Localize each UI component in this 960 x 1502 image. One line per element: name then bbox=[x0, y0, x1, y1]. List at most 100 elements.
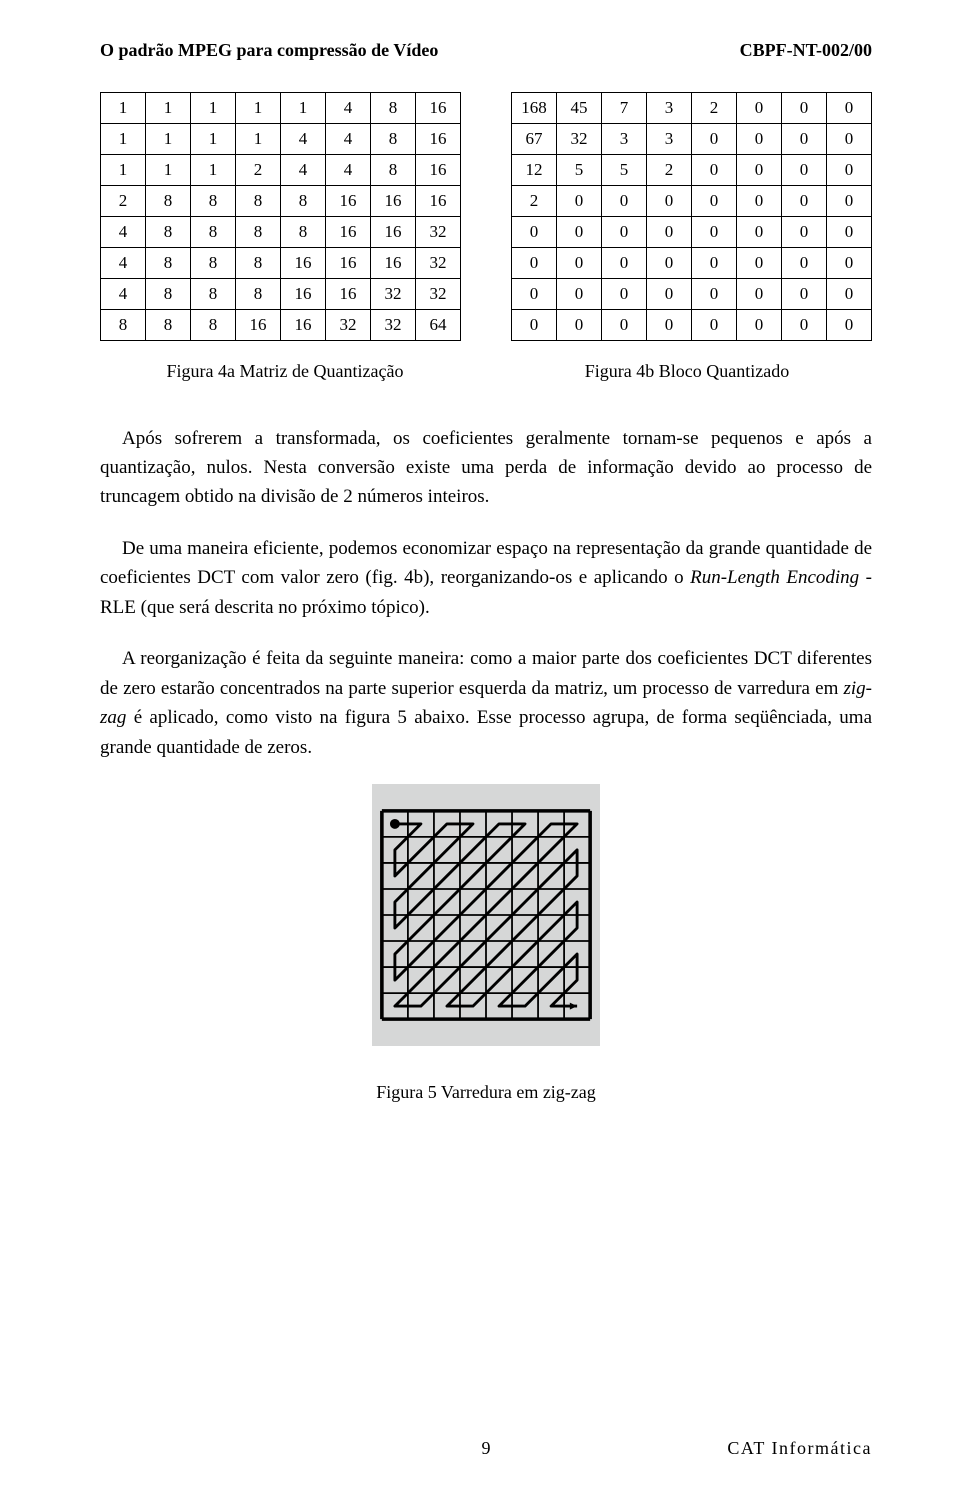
quantized-block-matrix: 1684573200067323300001255200002000000000… bbox=[511, 92, 872, 341]
matrix-cell: 0 bbox=[737, 186, 782, 217]
matrix-cell: 16 bbox=[326, 186, 371, 217]
matrix-cell: 0 bbox=[557, 310, 602, 341]
matrix-cell: 8 bbox=[146, 248, 191, 279]
matrix-cell: 0 bbox=[647, 186, 692, 217]
page-number: 9 bbox=[482, 1436, 491, 1460]
paragraph-3-b: é aplicado, como visto na figura 5 abaix… bbox=[100, 707, 872, 757]
matrix-cell: 2 bbox=[692, 93, 737, 124]
matrix-cell: 32 bbox=[416, 217, 461, 248]
matrix-cell: 3 bbox=[647, 124, 692, 155]
matrix-cell: 32 bbox=[371, 279, 416, 310]
matrix-cell: 16 bbox=[326, 217, 371, 248]
matrix-cell: 0 bbox=[737, 217, 782, 248]
matrix-cell: 8 bbox=[236, 279, 281, 310]
figure-5-caption: Figura 5 Varredura em zig-zag bbox=[100, 1080, 872, 1104]
matrix-cell: 0 bbox=[782, 310, 827, 341]
matrix-cell: 0 bbox=[692, 217, 737, 248]
matrix-cell: 16 bbox=[236, 310, 281, 341]
page-footer: 9 CAT Informática bbox=[100, 1436, 872, 1460]
matrix-cell: 1 bbox=[146, 93, 191, 124]
matrix-cell: 4 bbox=[326, 124, 371, 155]
matrix-cell: 16 bbox=[326, 248, 371, 279]
matrix-cell: 3 bbox=[647, 93, 692, 124]
matrix-cell: 0 bbox=[647, 217, 692, 248]
matrix-cell: 16 bbox=[371, 186, 416, 217]
matrix-cell: 4 bbox=[281, 155, 326, 186]
matrix-cell: 0 bbox=[782, 155, 827, 186]
matrix-cell: 8 bbox=[281, 217, 326, 248]
matrix-cell: 2 bbox=[647, 155, 692, 186]
matrix-cell: 12 bbox=[512, 155, 557, 186]
matrix-cell: 8 bbox=[146, 186, 191, 217]
matrix-cell: 0 bbox=[827, 217, 872, 248]
caption-4b: Figura 4b Bloco Quantizado bbox=[502, 359, 872, 383]
matrix-cell: 1 bbox=[191, 155, 236, 186]
matrix-cell: 4 bbox=[326, 155, 371, 186]
matrix-cell: 1 bbox=[191, 124, 236, 155]
header-right: CBPF-NT-002/00 bbox=[740, 38, 872, 62]
matrix-cell: 2 bbox=[236, 155, 281, 186]
matrix-cell: 16 bbox=[416, 186, 461, 217]
matrix-cell: 0 bbox=[827, 186, 872, 217]
matrix-cell: 0 bbox=[827, 248, 872, 279]
matrix-cell: 8 bbox=[191, 217, 236, 248]
matrix-cell: 8 bbox=[146, 217, 191, 248]
paragraph-3-a: A reorganização é feita da seguinte mane… bbox=[100, 648, 872, 698]
matrix-cell: 0 bbox=[647, 279, 692, 310]
matrix-cell: 0 bbox=[692, 310, 737, 341]
matrix-cell: 8 bbox=[371, 155, 416, 186]
matrix-cell: 32 bbox=[557, 124, 602, 155]
caption-4a: Figura 4a Matriz de Quantização bbox=[100, 359, 470, 383]
matrix-cell: 0 bbox=[782, 217, 827, 248]
matrix-cell: 64 bbox=[416, 310, 461, 341]
matrix-cell: 4 bbox=[281, 124, 326, 155]
matrix-cell: 16 bbox=[326, 279, 371, 310]
matrix-cell: 1 bbox=[236, 124, 281, 155]
matrix-cell: 0 bbox=[737, 310, 782, 341]
matrix-cell: 0 bbox=[737, 124, 782, 155]
matrix-cell: 4 bbox=[326, 93, 371, 124]
matrix-cell: 4 bbox=[101, 217, 146, 248]
matrix-cell: 3 bbox=[602, 124, 647, 155]
matrix-cell: 32 bbox=[416, 248, 461, 279]
matrix-cell: 8 bbox=[371, 93, 416, 124]
matrix-cell: 16 bbox=[371, 217, 416, 248]
matrix-cell: 0 bbox=[512, 310, 557, 341]
matrix-cell: 0 bbox=[557, 279, 602, 310]
matrix-cell: 8 bbox=[146, 310, 191, 341]
matrix-cell: 4 bbox=[101, 279, 146, 310]
matrix-cell: 45 bbox=[557, 93, 602, 124]
matrix-cell: 1 bbox=[101, 155, 146, 186]
matrix-cell: 16 bbox=[281, 248, 326, 279]
matrix-cell: 0 bbox=[827, 310, 872, 341]
matrix-cell: 1 bbox=[236, 93, 281, 124]
matrix-cell: 16 bbox=[281, 279, 326, 310]
matrix-cell: 0 bbox=[512, 217, 557, 248]
matrix-cell: 0 bbox=[827, 124, 872, 155]
matrix-cell: 16 bbox=[281, 310, 326, 341]
matrix-cell: 8 bbox=[236, 186, 281, 217]
matrix-cell: 0 bbox=[692, 124, 737, 155]
matrix-cell: 0 bbox=[782, 124, 827, 155]
matrix-cell: 0 bbox=[692, 155, 737, 186]
matrix-cell: 8 bbox=[281, 186, 326, 217]
matrix-cell: 0 bbox=[782, 279, 827, 310]
matrix-cell: 32 bbox=[416, 279, 461, 310]
paragraph-1-text: Após sofrerem a transformada, os coefici… bbox=[100, 428, 872, 508]
matrix-cell: 67 bbox=[512, 124, 557, 155]
matrix-cell: 1 bbox=[146, 155, 191, 186]
matrix-cell: 168 bbox=[512, 93, 557, 124]
paragraph-2-italic: Run-Length Encoding bbox=[690, 567, 859, 588]
matrices-row: 1111148161111448161112448162888816161648… bbox=[100, 92, 872, 341]
matrix-cell: 0 bbox=[512, 279, 557, 310]
matrix-cell: 16 bbox=[371, 248, 416, 279]
matrix-cell: 1 bbox=[281, 93, 326, 124]
paragraph-1: Após sofrerem a transformada, os coefici… bbox=[100, 424, 872, 512]
matrix-cell: 8 bbox=[146, 279, 191, 310]
matrix-cell: 0 bbox=[782, 186, 827, 217]
matrix-cell: 0 bbox=[557, 186, 602, 217]
matrix-cell: 0 bbox=[602, 279, 647, 310]
matrix-cell: 0 bbox=[737, 93, 782, 124]
footer-right: CAT Informática bbox=[727, 1436, 872, 1460]
quantization-matrix: 1111148161111448161112448162888816161648… bbox=[100, 92, 461, 341]
